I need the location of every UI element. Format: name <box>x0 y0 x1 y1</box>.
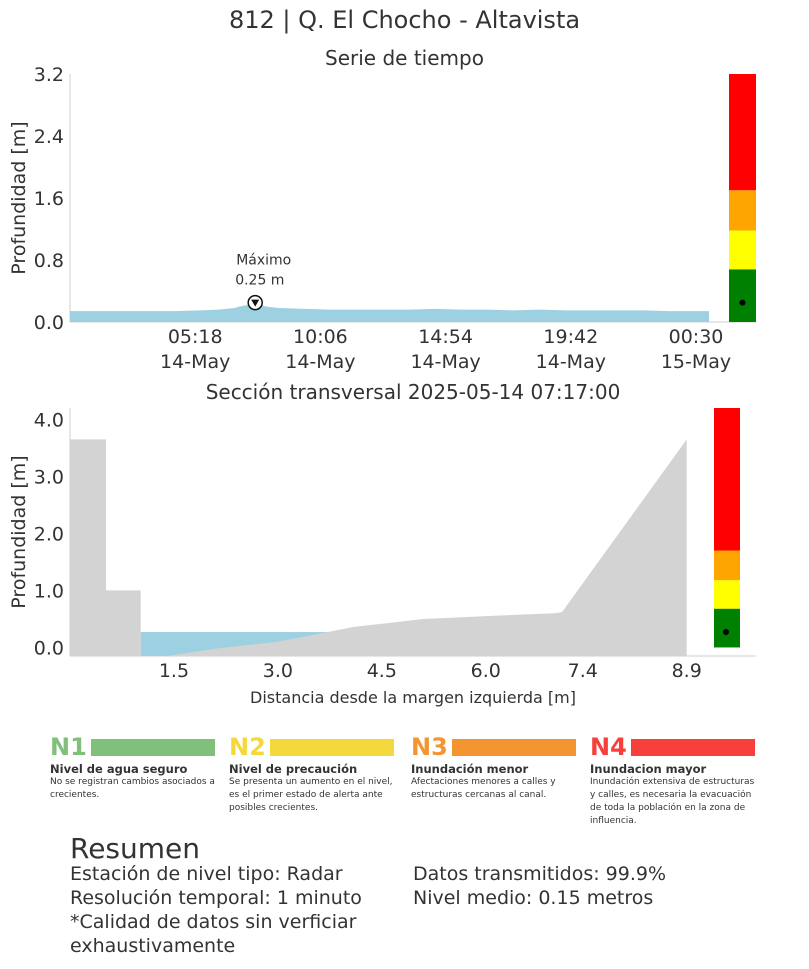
x-tick-label: 00:30 <box>669 326 724 348</box>
level-band <box>729 230 756 270</box>
legend-desc: Inundación extensiva de estructuras y ca… <box>590 777 755 826</box>
x-tick-label: 3.0 <box>263 660 293 682</box>
y-tick-label: 2.0 <box>34 523 64 545</box>
y-tick-label: 1.6 <box>34 188 64 210</box>
x-tick-label: 4.5 <box>367 660 397 682</box>
summary-transmitted: Datos transmitidos: 99.9% <box>413 863 667 885</box>
current-level-dot <box>739 299 746 306</box>
level-band <box>729 190 756 231</box>
page-title: 812 | Q. El Chocho - Altavista <box>228 6 581 34</box>
legend-desc: Afectaciones menores a calles y estructu… <box>411 777 556 800</box>
legend-bar <box>630 738 755 756</box>
legend-desc: Se presenta un aumento en el nivel, es e… <box>229 777 393 813</box>
summary-mean-level: Nivel medio: 0.15 metros <box>413 887 654 909</box>
level-band <box>729 74 756 191</box>
y-tick-label: 2.4 <box>34 126 64 148</box>
summary-quality: *Calidad de datos sin verficiar exhausti… <box>70 911 357 957</box>
summary-station: Estación de nivel tipo: Radar <box>70 863 343 885</box>
x-tick-label: 14-May <box>536 351 606 373</box>
legend-n3: N3 Inundación menor Afectaciones menores… <box>411 733 581 802</box>
summary-resolution: Resolución temporal: 1 minuto <box>70 887 362 909</box>
y-tick-label: 1.0 <box>34 580 64 602</box>
legend-code: N4 <box>590 733 627 761</box>
legend-bar <box>269 738 394 756</box>
y-axis-label: Profundidad [m] <box>8 121 30 274</box>
max-marker-arrow <box>251 299 260 307</box>
timeseries-title: Serie de tiempo <box>325 46 484 70</box>
legend-bar <box>90 738 215 756</box>
legend-code: N1 <box>50 733 87 761</box>
y-tick-label: 0.0 <box>34 312 64 334</box>
channel-bed <box>70 439 687 656</box>
max-value-label: 0.25 m <box>235 273 284 289</box>
legend-desc: No se registran cambios asociados a crec… <box>50 777 215 800</box>
legend-name: Nivel de precaución <box>229 762 358 776</box>
x-tick-label: 14-May <box>160 351 230 373</box>
y-tick-label: 0.8 <box>34 250 64 272</box>
x-tick-label: 14-May <box>410 351 480 373</box>
timeseries-chart: 0.0 0.8 1.6 2.4 3.2 05:18 14-May 10:06 14-May 14:… <box>8 64 756 373</box>
x-tick-label: 7.4 <box>568 660 598 682</box>
y-tick-label: 3.0 <box>34 466 64 488</box>
legend-name: Inundacion mayor <box>590 762 707 776</box>
legend-code: N3 <box>411 733 448 761</box>
x-tick-label: 6.0 <box>471 660 501 682</box>
x-tick-label: 15-May <box>661 351 731 373</box>
x-tick-label: 19:42 <box>543 326 598 348</box>
legend-n4: N4 Inundacion mayor Inundación extensiva… <box>590 733 760 828</box>
legend-bar <box>451 738 576 756</box>
x-tick-label: 05:18 <box>168 326 223 348</box>
x-tick-label: 8.9 <box>672 660 702 682</box>
x-tick-label: 14:54 <box>418 326 473 348</box>
legend-code: N2 <box>229 733 266 761</box>
cross-section-chart: 0.0 1.0 2.0 3.0 4.0 1.5 3.0 4.5 6.0 7.4 8.9 Distanc… <box>8 408 756 707</box>
legend-n2: N2 Nivel de precaución Se presenta un au… <box>229 733 399 815</box>
legend-name: Nivel de agua seguro <box>50 762 188 776</box>
x-axis-label: Distancia desde la margen izquierda [m] <box>250 688 576 707</box>
y-tick-label: 3.2 <box>34 64 64 86</box>
legend-name: Inundación menor <box>411 762 529 776</box>
level-band <box>714 550 740 581</box>
level-band <box>729 269 756 322</box>
y-tick-label: 0.0 <box>34 637 64 659</box>
max-label: Máximo <box>236 253 291 269</box>
x-tick-label: 10:06 <box>293 326 348 348</box>
y-tick-label: 4.0 <box>34 409 64 431</box>
current-level-dot <box>723 629 729 636</box>
x-tick-label: 1.5 <box>159 660 189 682</box>
y-axis-label: Profundidad [m] <box>8 455 30 608</box>
level-band <box>714 408 740 551</box>
x-tick-label: 14-May <box>285 351 355 373</box>
legend-n1: N1 Nivel de agua seguro No se registran … <box>50 733 220 802</box>
depth-area <box>70 302 710 322</box>
level-band <box>714 608 740 648</box>
cross-section-title: Sección transversal 2025-05-14 07:17:00 <box>205 380 621 404</box>
level-band <box>714 580 740 609</box>
summary-title: Resumen <box>70 832 201 865</box>
